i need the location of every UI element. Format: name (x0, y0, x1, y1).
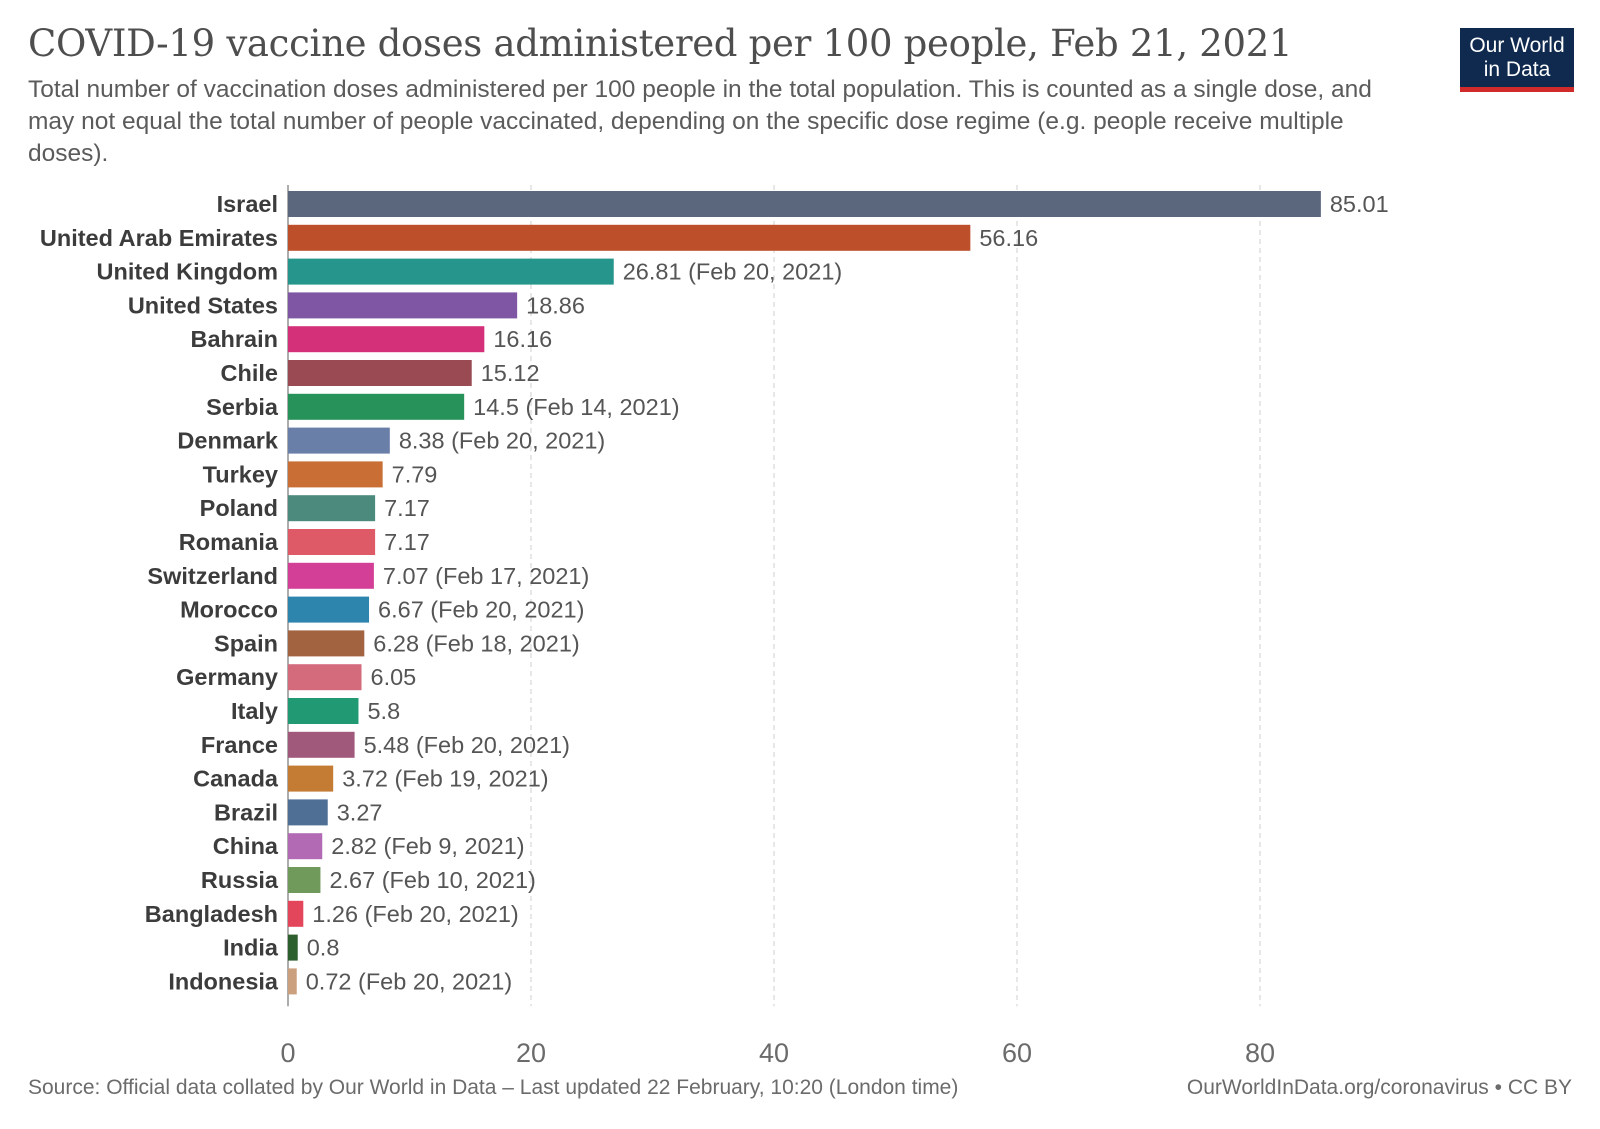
value-label: 56.16 (979, 225, 1038, 251)
category-label: Spain (214, 630, 278, 656)
category-label: China (213, 833, 279, 859)
value-label: 5.8 (367, 698, 400, 724)
owid-logo[interactable]: Our World in Data (1460, 28, 1574, 92)
logo-line-2: in Data (1483, 58, 1551, 81)
value-label: 14.5 (Feb 14, 2021) (473, 394, 679, 420)
value-label: 6.05 (371, 664, 417, 690)
bar[interactable] (288, 731, 355, 758)
bar[interactable] (288, 900, 304, 927)
value-label: 5.48 (Feb 20, 2021) (364, 732, 570, 758)
category-label: Romania (179, 529, 279, 555)
category-label: United Arab Emirates (40, 225, 278, 251)
bar[interactable] (288, 326, 485, 353)
bar[interactable] (288, 596, 370, 623)
bar[interactable] (288, 258, 614, 285)
category-label: Denmark (177, 428, 279, 454)
value-label: 3.72 (Feb 19, 2021) (342, 766, 548, 792)
bar[interactable] (288, 529, 376, 555)
bar[interactable] (288, 799, 328, 826)
category-label: Russia (201, 867, 279, 893)
attribution-link[interactable]: OurWorldInData.org/coronavirus • CC BY (1186, 1076, 1572, 1099)
category-label: Turkey (203, 461, 278, 487)
category-label: Brazil (214, 799, 278, 825)
bar[interactable] (288, 191, 1321, 217)
bar-chart: 0 20 40 60 80 Israel 85.01 United Arab Emirates… (40, 185, 1389, 1065)
value-label: 6.67 (Feb 20, 2021) (378, 597, 584, 623)
value-label: 2.67 (Feb 10, 2021) (329, 867, 535, 893)
category-label: Serbia (206, 394, 279, 420)
category-label: Chile (221, 360, 278, 386)
bar[interactable] (288, 765, 334, 792)
value-label: 0.72 (Feb 20, 2021) (306, 968, 512, 994)
category-label: United Kingdom (97, 259, 278, 285)
category-label: Poland (200, 495, 278, 521)
chart-subtitle: Total number of vaccination doses admini… (28, 76, 1372, 167)
bar[interactable] (288, 461, 383, 488)
value-label: 15.12 (481, 360, 540, 386)
category-label: United States (128, 292, 278, 318)
bar[interactable] (288, 393, 465, 420)
x-tick-label: 40 (759, 1038, 789, 1065)
bar[interactable] (288, 968, 297, 995)
bar[interactable] (288, 664, 362, 691)
value-label: 2.82 (Feb 9, 2021) (331, 833, 524, 859)
bar[interactable] (288, 427, 390, 454)
value-label: 6.28 (Feb 18, 2021) (373, 630, 579, 656)
bar[interactable] (288, 562, 374, 589)
x-tick-label: 60 (1002, 1038, 1032, 1065)
value-label: 26.81 (Feb 20, 2021) (623, 259, 843, 285)
category-label: France (201, 732, 278, 758)
category-label: India (223, 935, 279, 961)
category-label: Indonesia (168, 968, 279, 994)
x-tick-label: 80 (1245, 1038, 1275, 1065)
value-label: 7.17 (384, 495, 430, 521)
bar[interactable] (288, 224, 971, 251)
logo-line-1: Our World (1469, 34, 1565, 57)
value-label: 8.38 (Feb 20, 2021) (399, 428, 605, 454)
value-label: 7.79 (392, 461, 438, 487)
value-label: 0.8 (307, 935, 340, 961)
x-tick-label: 0 (280, 1038, 295, 1065)
value-label: 85.01 (1330, 191, 1389, 217)
category-label: Germany (176, 664, 278, 690)
category-label: Israel (217, 191, 278, 217)
bar[interactable] (288, 698, 359, 724)
source-note: Source: Official data collated by Our Wo… (28, 1076, 959, 1099)
category-label: Morocco (180, 597, 278, 623)
value-label: 7.07 (Feb 17, 2021) (383, 563, 589, 589)
bar[interactable] (288, 495, 376, 522)
category-label: Switzerland (147, 563, 278, 589)
category-label: Bahrain (191, 326, 279, 352)
category-label: Canada (193, 766, 279, 792)
value-label: 3.27 (337, 799, 383, 825)
bar[interactable] (288, 292, 518, 319)
bar[interactable] (288, 630, 365, 657)
value-label: 16.16 (493, 326, 552, 352)
bar[interactable] (288, 867, 321, 893)
value-label: 18.86 (526, 292, 585, 318)
category-label: Italy (231, 698, 278, 724)
category-label: Bangladesh (145, 901, 278, 927)
x-tick-label: 20 (516, 1038, 546, 1065)
bar[interactable] (288, 934, 298, 961)
value-label: 1.26 (Feb 20, 2021) (312, 901, 518, 927)
bar[interactable] (288, 360, 472, 386)
bar[interactable] (288, 833, 323, 860)
value-label: 7.17 (384, 529, 430, 555)
chart-title: COVID-19 vaccine doses administered per … (28, 22, 1293, 65)
